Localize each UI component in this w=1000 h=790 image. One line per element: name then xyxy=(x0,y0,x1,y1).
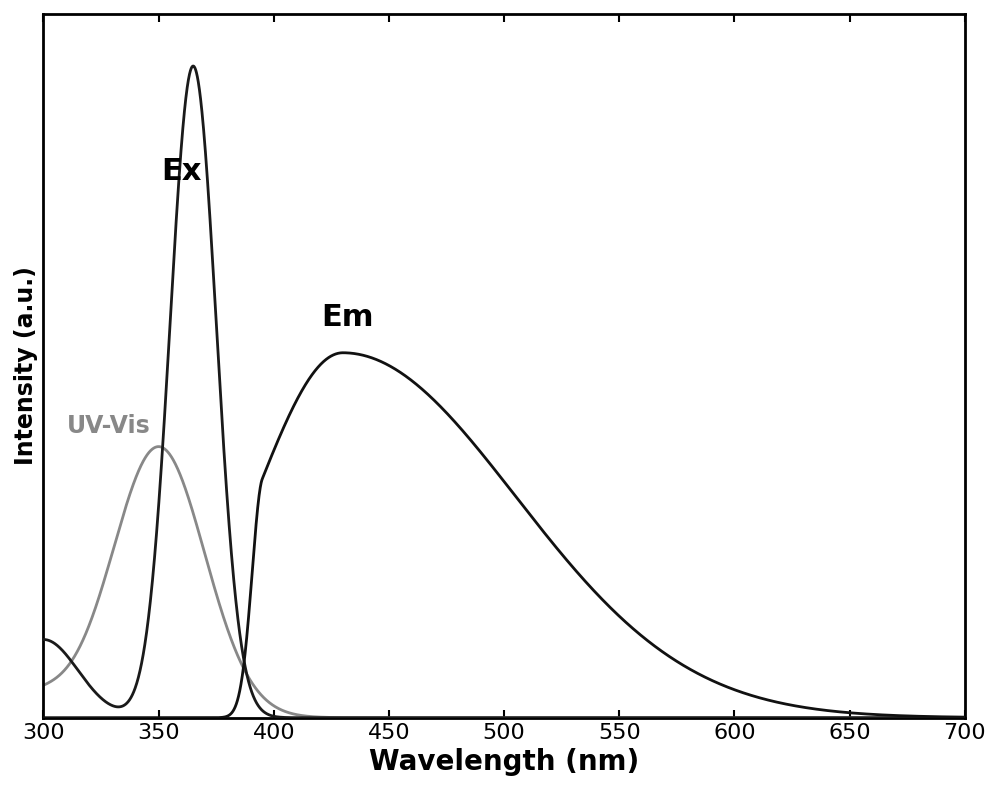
Y-axis label: Intensity (a.u.): Intensity (a.u.) xyxy=(14,266,38,465)
X-axis label: Wavelength (nm): Wavelength (nm) xyxy=(369,748,639,776)
Text: UV-Vis: UV-Vis xyxy=(66,414,150,438)
Text: Em: Em xyxy=(321,303,374,332)
Text: Ex: Ex xyxy=(161,157,202,186)
